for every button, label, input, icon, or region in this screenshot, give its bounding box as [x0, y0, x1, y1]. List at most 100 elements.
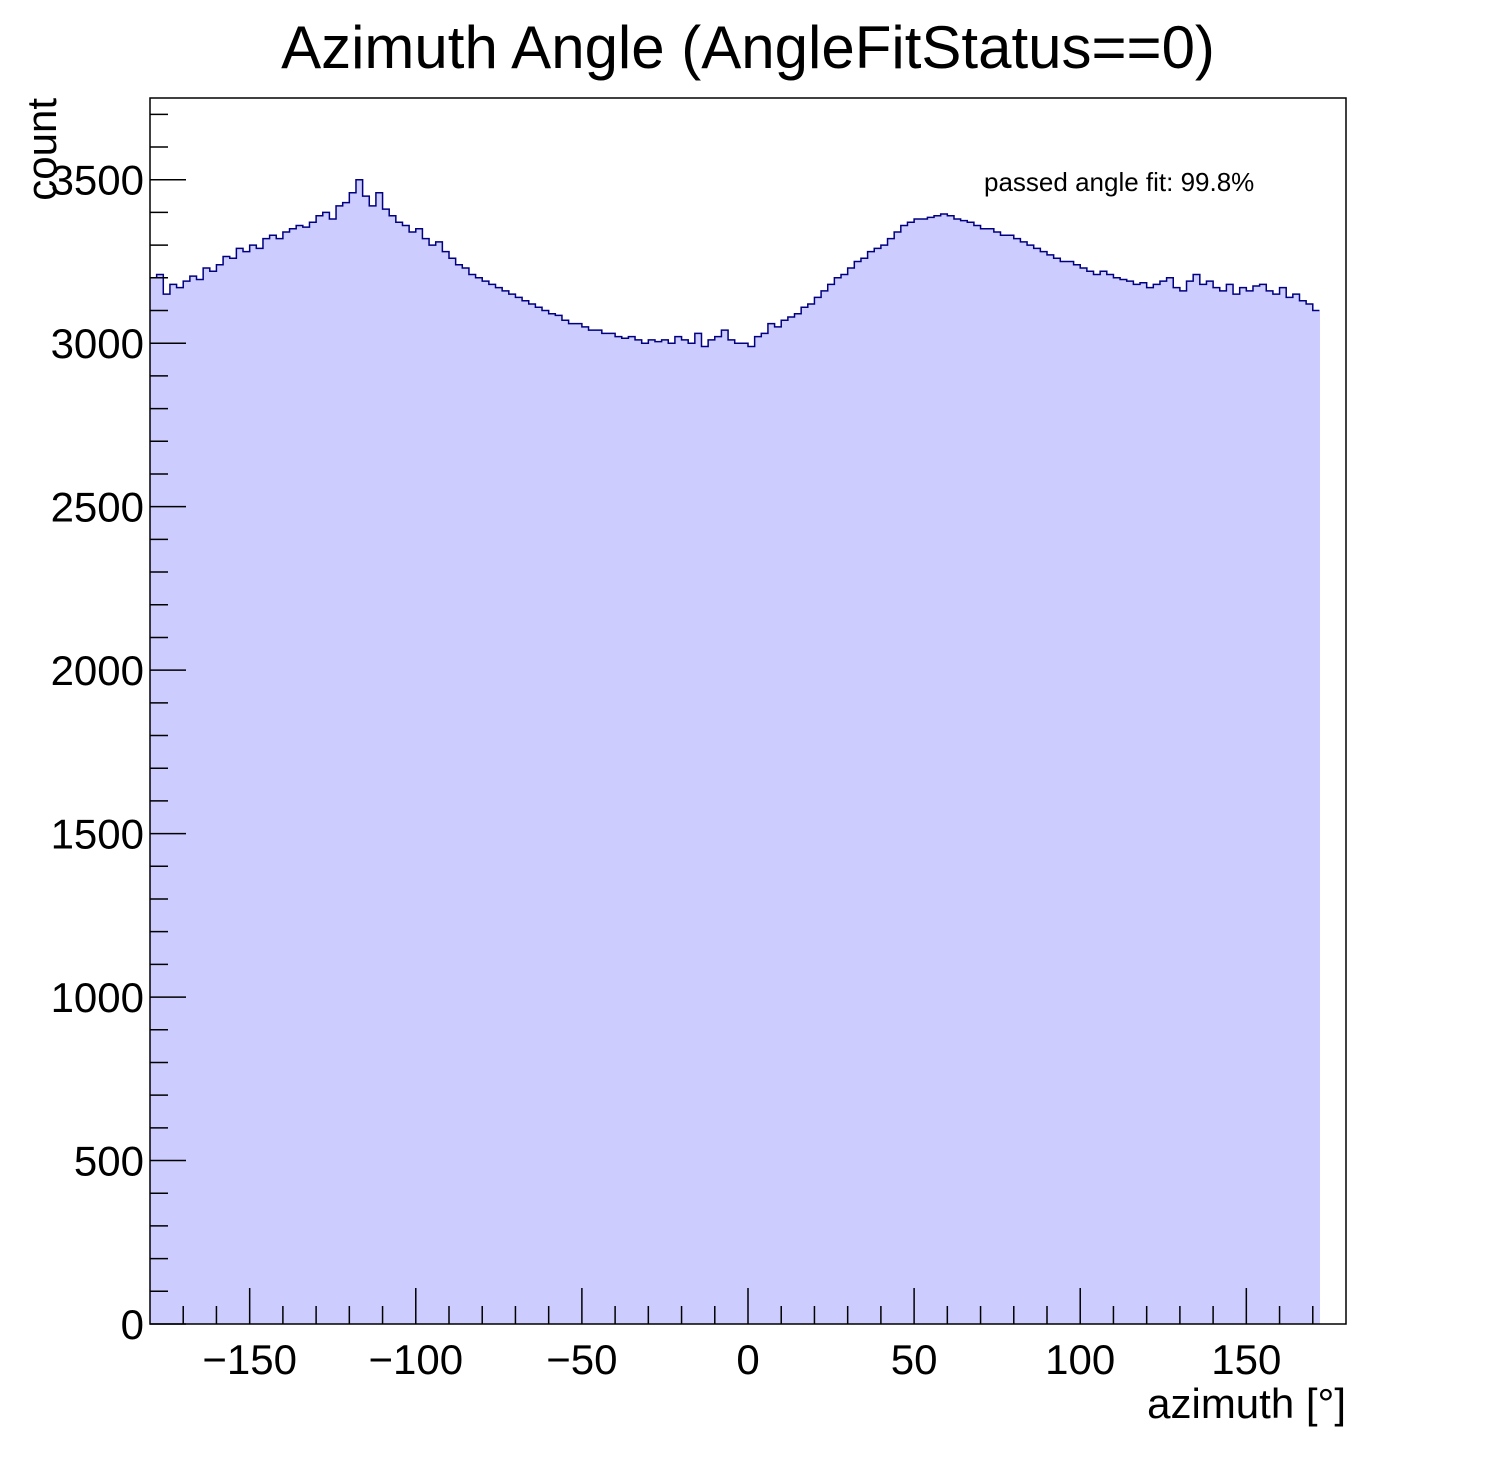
histogram-bar: [409, 232, 417, 1324]
y-tick-label: 3000: [51, 320, 144, 367]
histogram-bar: [874, 248, 882, 1324]
histogram-bar: [508, 294, 517, 1324]
histogram-bar: [169, 284, 178, 1325]
histogram-bar: [1266, 290, 1274, 1324]
histogram-bar: [748, 346, 756, 1325]
histogram-bar: [382, 209, 390, 1324]
y-tick-label: 2500: [51, 484, 144, 531]
histogram-bar: [1279, 287, 1287, 1324]
histogram-bar: [754, 336, 762, 1324]
histogram-bar: [767, 323, 776, 1325]
histogram-bar: [1013, 238, 1022, 1325]
histogram-bar: [1193, 274, 1201, 1324]
histogram-bar: [236, 248, 244, 1324]
histogram-bar: [947, 215, 955, 1325]
histogram-bar: [1272, 294, 1281, 1324]
histogram-bars: [150, 179, 1321, 1325]
histogram-bar: [588, 330, 596, 1324]
histogram-bar: [628, 336, 636, 1324]
histogram-bar: [860, 258, 869, 1325]
histogram-bar: [1226, 284, 1234, 1325]
histogram-bar: [429, 245, 437, 1324]
histogram-bar: [1292, 294, 1301, 1324]
histogram-bar: [1146, 287, 1154, 1324]
y-tick-label: 0: [121, 1301, 144, 1348]
histogram-bar: [1066, 261, 1075, 1325]
histogram-bar: [927, 217, 935, 1325]
y-axis: 0 500 1000 1500 2000 2500 3000 3500: [51, 113, 186, 1348]
histogram-bar: [1186, 281, 1194, 1325]
histogram-bar: [993, 232, 1002, 1324]
histogram-bar: [661, 339, 669, 1324]
histogram-bar: [847, 268, 855, 1324]
histogram-bar: [608, 333, 616, 1324]
x-tick-label: 100: [1045, 1336, 1115, 1383]
histogram-bar: [1133, 284, 1141, 1325]
histogram-bar: [1299, 300, 1307, 1324]
histogram-bar: [734, 343, 742, 1324]
histogram-bar: [488, 284, 497, 1325]
histogram-bar: [575, 323, 583, 1325]
histogram-bar: [787, 317, 796, 1324]
histogram-bar: [223, 256, 231, 1324]
histogram-bar: [1252, 285, 1261, 1324]
histogram-bar: [355, 179, 364, 1325]
histogram-bar: [841, 274, 849, 1324]
histogram-bar: [635, 339, 643, 1324]
histogram-bar: [183, 281, 191, 1325]
histogram-bar: [807, 303, 816, 1325]
histogram-bar: [907, 222, 915, 1325]
x-tick-label: 150: [1211, 1336, 1281, 1383]
histogram-bar: [774, 326, 782, 1325]
histogram-bar: [1100, 271, 1108, 1324]
x-tick-label: −50: [546, 1336, 617, 1383]
histogram-bar: [1060, 261, 1068, 1325]
histogram-bar: [528, 303, 536, 1325]
histogram-bar: [535, 307, 543, 1324]
histogram-bar: [548, 313, 556, 1324]
histogram-bar: [203, 268, 211, 1324]
histogram-bar: [462, 268, 470, 1324]
histogram-bar: [495, 287, 503, 1324]
histogram-bar: [694, 333, 703, 1324]
histogram-bar: [595, 330, 603, 1324]
histogram-bar: [389, 215, 397, 1325]
annotation-passed-fit: passed angle fit: 99.8%: [984, 167, 1254, 197]
histogram-bar: [1206, 281, 1214, 1325]
histogram-bar: [442, 251, 450, 1324]
histogram-bar: [834, 277, 842, 1324]
histogram-bar: [1113, 277, 1121, 1324]
histogram-bar: [654, 341, 663, 1324]
histogram-bar: [761, 333, 769, 1324]
histogram-bar: [1020, 241, 1028, 1325]
histogram-bar: [781, 320, 789, 1324]
histogram-bar: [342, 202, 350, 1324]
histogram-bar: [568, 323, 576, 1325]
chart-title: Azimuth Angle (AngleFitStatus==0): [281, 14, 1215, 81]
histogram-bar: [375, 192, 384, 1324]
y-tick-label: 500: [74, 1138, 144, 1185]
histogram-bar: [502, 290, 510, 1324]
histogram-bar: [542, 310, 550, 1324]
histogram-bar: [1086, 271, 1095, 1324]
histogram-bar: [176, 287, 184, 1324]
histogram-bar: [967, 222, 975, 1325]
histogram-bar: [934, 215, 942, 1325]
histogram-bar: [329, 218, 337, 1325]
histogram-bar: [561, 320, 570, 1324]
histogram-bar: [1053, 258, 1061, 1325]
histogram-bar: [282, 232, 291, 1324]
y-tick-label: 1500: [51, 811, 144, 858]
histogram-bar: [714, 336, 723, 1324]
histogram-bar: [256, 248, 264, 1324]
histogram-bar: [468, 274, 477, 1324]
histogram-bar: [1073, 264, 1081, 1324]
histogram-bar: [668, 343, 676, 1324]
histogram-bar: [1213, 287, 1221, 1324]
histogram-bar: [1286, 297, 1294, 1325]
histogram-bar: [455, 264, 463, 1324]
histogram-bar: [1093, 274, 1101, 1324]
histogram-bar: [1219, 290, 1227, 1324]
histogram-bar: [987, 228, 995, 1324]
